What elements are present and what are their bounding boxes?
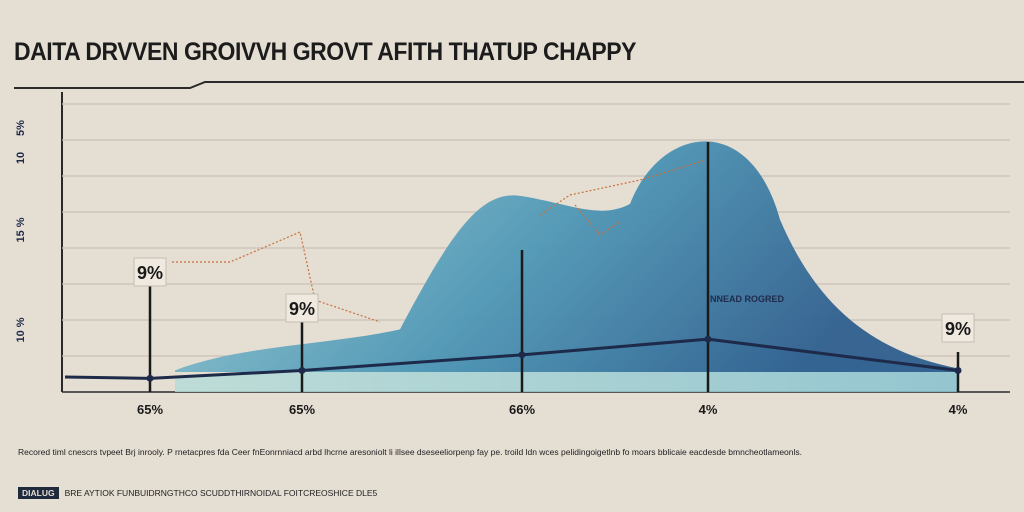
x-tick-label: 4%: [699, 402, 718, 417]
y-tick-label: 15 %: [15, 217, 27, 242]
x-tick-label: 66%: [509, 402, 535, 417]
data-point: [954, 367, 962, 374]
callout-label: 9%: [137, 263, 163, 283]
data-point: [518, 351, 526, 359]
source-line: DIALUG BRE AYTIOK FUNBUIDRNGTHCO SCUDDTHI…: [18, 487, 377, 499]
header-rule: [14, 81, 1024, 89]
y-tick-label: 10: [15, 152, 27, 164]
data-point: [298, 367, 306, 374]
callout-label: 9%: [289, 299, 315, 319]
data-point: [704, 335, 712, 343]
y-tick-label: 10 %: [15, 317, 27, 342]
dotted-path: [539, 159, 707, 236]
peak-annotation: NNEAD ROGRED: [710, 294, 785, 304]
y-tick-label: 5%: [15, 120, 27, 136]
dotted-path: [172, 231, 381, 323]
x-tick-label: 65%: [137, 402, 163, 417]
series-area-peak: [175, 141, 958, 372]
callout-label: 9%: [945, 319, 971, 339]
callout-box: [941, 313, 975, 343]
callout-box: [133, 257, 167, 287]
x-tick-label: 65%: [289, 402, 315, 417]
callout-box: [285, 293, 319, 323]
series-line: [64, 337, 959, 380]
brand-badge: DIALUG: [18, 487, 59, 499]
data-point: [146, 374, 154, 382]
source-text: BRE AYTIOK FUNBUIDRNGTHCO SCUDDTHIRNOIDA…: [64, 488, 378, 498]
chart-title: DAITA DRVVEN GROIVVH GROVT AFITH THATUP …: [14, 38, 637, 66]
x-tick-label: 4%: [949, 402, 968, 417]
footnote: Recored timl cnescrs tvpeet Brj inrooly.…: [18, 447, 802, 457]
